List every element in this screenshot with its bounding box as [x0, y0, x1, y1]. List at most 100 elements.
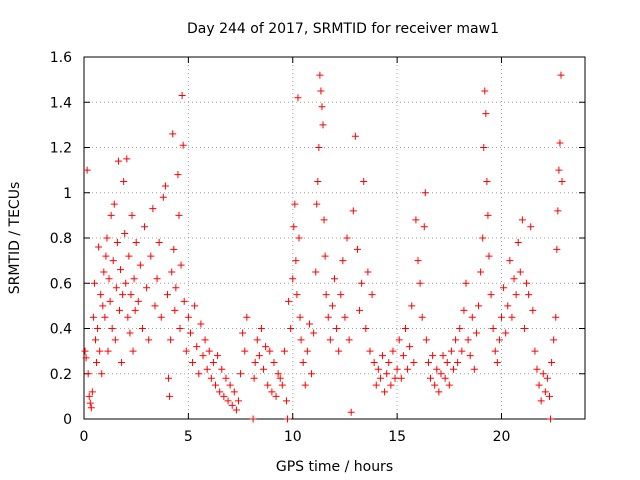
data-point	[328, 302, 336, 310]
data-point	[280, 347, 288, 355]
data-point	[209, 358, 217, 366]
data-point	[127, 291, 135, 299]
data-point	[351, 132, 359, 140]
data-point	[272, 392, 280, 400]
data-point	[318, 103, 326, 111]
y-tick-label: 1.2	[50, 141, 72, 157]
data-point	[141, 223, 149, 231]
data-point	[114, 157, 122, 165]
data-point	[195, 370, 203, 378]
data-point	[287, 325, 295, 332]
data-point	[460, 306, 468, 314]
data-point	[85, 392, 93, 400]
data-point	[343, 234, 351, 242]
data-point	[533, 365, 541, 373]
data-point	[481, 87, 489, 95]
data-point	[166, 392, 174, 400]
data-point	[121, 229, 129, 237]
data-point	[525, 291, 533, 299]
data-point	[99, 302, 107, 310]
data-point	[410, 358, 418, 366]
data-point	[520, 325, 528, 332]
data-point	[485, 252, 493, 260]
data-point	[205, 347, 213, 355]
data-point	[546, 392, 554, 400]
y-tick-label: 1.4	[50, 95, 72, 111]
data-point	[136, 261, 144, 269]
data-point	[250, 374, 258, 382]
data-point	[111, 336, 119, 344]
data-point	[171, 306, 179, 314]
data-point	[167, 336, 175, 344]
data-point	[337, 291, 345, 299]
data-point	[212, 381, 220, 389]
data-point	[296, 313, 304, 321]
data-point	[88, 388, 96, 396]
data-point	[349, 207, 357, 215]
data-point	[109, 257, 117, 265]
data-point	[508, 313, 516, 321]
data-point	[381, 388, 389, 396]
data-point	[456, 325, 464, 332]
data-point	[249, 415, 257, 423]
data-point	[441, 374, 449, 382]
data-point	[472, 329, 480, 337]
y-tick-label: 1	[63, 186, 72, 202]
data-point	[274, 370, 282, 378]
x-tick-label: 20	[493, 429, 511, 445]
data-point	[124, 313, 132, 321]
data-point	[333, 325, 341, 332]
data-point	[317, 87, 325, 95]
data-point	[385, 358, 393, 366]
data-point	[358, 279, 366, 287]
data-point	[164, 291, 171, 299]
data-point	[480, 144, 488, 151]
data-point	[97, 291, 105, 299]
data-point	[439, 352, 447, 360]
data-point	[105, 275, 113, 283]
data-point	[487, 291, 495, 299]
data-point	[113, 239, 121, 247]
data-point	[157, 313, 165, 321]
data-point	[165, 374, 173, 382]
data-point	[548, 358, 556, 366]
data-point	[95, 243, 103, 251]
data-point	[91, 336, 99, 344]
data-point	[319, 121, 327, 129]
data-point	[89, 313, 97, 321]
data-point	[151, 302, 159, 310]
data-point	[276, 374, 284, 382]
data-point	[149, 205, 157, 213]
data-point	[182, 347, 190, 355]
data-point	[147, 252, 155, 260]
data-point	[184, 313, 192, 321]
data-point	[117, 266, 125, 274]
data-point	[479, 234, 487, 242]
data-point	[220, 392, 228, 400]
y-tick-label: 1.6	[50, 50, 72, 66]
data-point	[228, 401, 236, 409]
data-point	[557, 71, 565, 79]
data-point	[320, 216, 328, 224]
data-point	[268, 388, 276, 396]
data-point	[397, 374, 405, 382]
data-point	[387, 381, 395, 389]
data-point	[547, 415, 555, 423]
data-point	[316, 71, 324, 79]
data-point	[427, 374, 435, 382]
data-point	[262, 343, 270, 351]
x-tick-label: 10	[284, 429, 302, 445]
data-point	[103, 234, 111, 242]
y-tick-label: 0.2	[50, 367, 72, 383]
data-point	[443, 358, 451, 366]
x-tick-label: 0	[80, 429, 89, 445]
data-point	[290, 223, 298, 231]
data-point	[175, 211, 183, 219]
data-point	[232, 406, 240, 414]
data-point	[207, 374, 215, 382]
data-point	[253, 336, 261, 344]
data-point	[395, 336, 403, 344]
data-point	[199, 352, 207, 360]
data-point	[554, 207, 562, 215]
data-point	[90, 279, 98, 287]
